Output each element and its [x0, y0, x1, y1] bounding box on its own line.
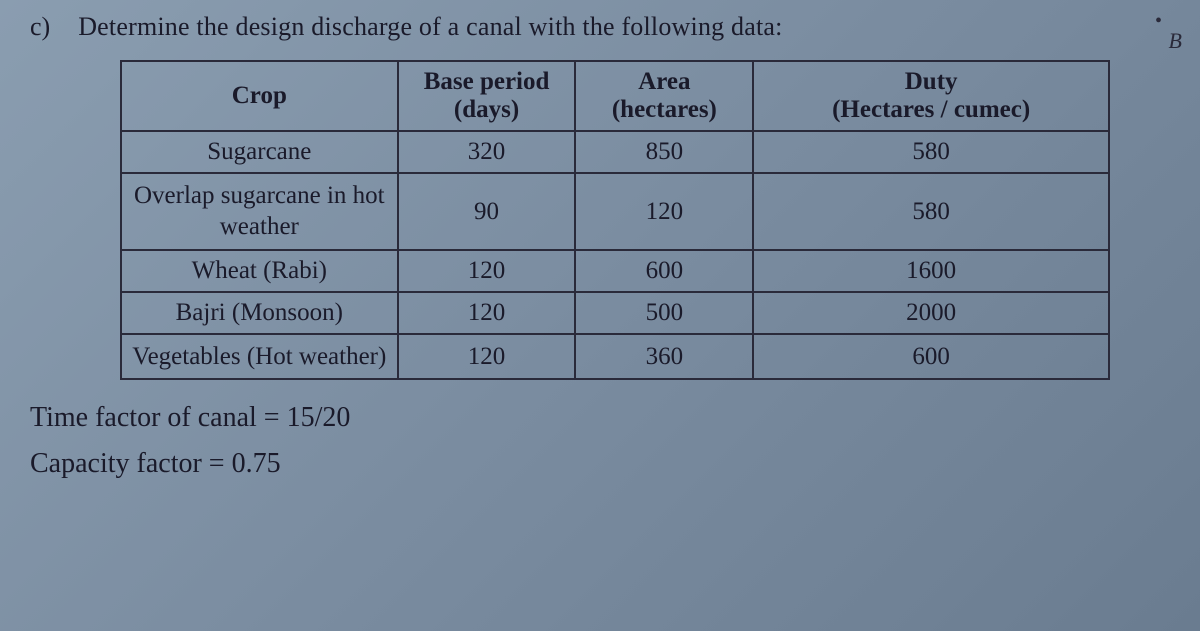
col-header-area-l1: Area — [584, 68, 744, 96]
cell-area: 600 — [575, 250, 753, 292]
cell-area: 360 — [575, 334, 753, 379]
table-row: Wheat (Rabi) 120 600 1600 — [121, 250, 1109, 292]
cell-duty: 600 — [753, 334, 1109, 379]
cell-base: 90 — [398, 173, 576, 250]
col-header-crop: Crop — [121, 61, 398, 131]
col-header-area-l2: (hectares) — [584, 96, 744, 124]
question-line: c) Determine the design discharge of a c… — [30, 12, 1170, 42]
capacity-factor-line: Capacity factor = 0.75 — [30, 448, 1170, 480]
table-row: Vegetables (Hot weather) 120 360 600 — [121, 334, 1109, 379]
question-label: c) — [30, 12, 50, 42]
cell-crop: Wheat (Rabi) — [121, 250, 398, 292]
cell-base: 120 — [398, 292, 576, 334]
col-header-duty-l1: Duty — [762, 68, 1100, 96]
cell-crop: Vegetables (Hot weather) — [121, 334, 398, 379]
cell-area: 850 — [575, 131, 753, 173]
table-row: Bajri (Monsoon) 120 500 2000 — [121, 292, 1109, 334]
cell-duty: 580 — [753, 173, 1109, 250]
col-header-duty-l2: (Hectares / cumec) — [762, 96, 1100, 124]
cell-crop: Overlap sugarcane in hot weather — [121, 173, 398, 250]
time-factor-line: Time factor of canal = 15/20 — [30, 402, 1170, 434]
table-row: Overlap sugarcane in hot weather 90 120 … — [121, 173, 1109, 250]
cell-duty: 1600 — [753, 250, 1109, 292]
col-header-base-l2: (days) — [407, 96, 567, 124]
col-header-base: Base period (days) — [398, 61, 576, 131]
table-body: Sugarcane 320 850 580 Overlap sugarcane … — [121, 131, 1109, 379]
data-table: Crop Base period (days) Area (hectares) … — [120, 60, 1110, 380]
col-header-duty: Duty (Hectares / cumec) — [753, 61, 1109, 131]
cell-area: 120 — [575, 173, 753, 250]
cell-base: 120 — [398, 334, 576, 379]
table-row: Sugarcane 320 850 580 — [121, 131, 1109, 173]
cell-duty: 2000 — [753, 292, 1109, 334]
col-header-crop-l1: Crop — [130, 82, 389, 110]
noise-dot: • — [1155, 10, 1162, 33]
cell-area: 500 — [575, 292, 753, 334]
cell-base: 320 — [398, 131, 576, 173]
col-header-base-l1: Base period — [407, 68, 567, 96]
question-text: Determine the design discharge of a cana… — [78, 12, 782, 42]
cell-base: 120 — [398, 250, 576, 292]
cell-duty: 580 — [753, 131, 1109, 173]
handwritten-mark: B — [1169, 28, 1182, 54]
cell-crop: Sugarcane — [121, 131, 398, 173]
cell-crop: Bajri (Monsoon) — [121, 292, 398, 334]
col-header-area: Area (hectares) — [575, 61, 753, 131]
footer-lines: Time factor of canal = 15/20 Capacity fa… — [30, 402, 1170, 480]
table-header-row: Crop Base period (days) Area (hectares) … — [121, 61, 1109, 131]
